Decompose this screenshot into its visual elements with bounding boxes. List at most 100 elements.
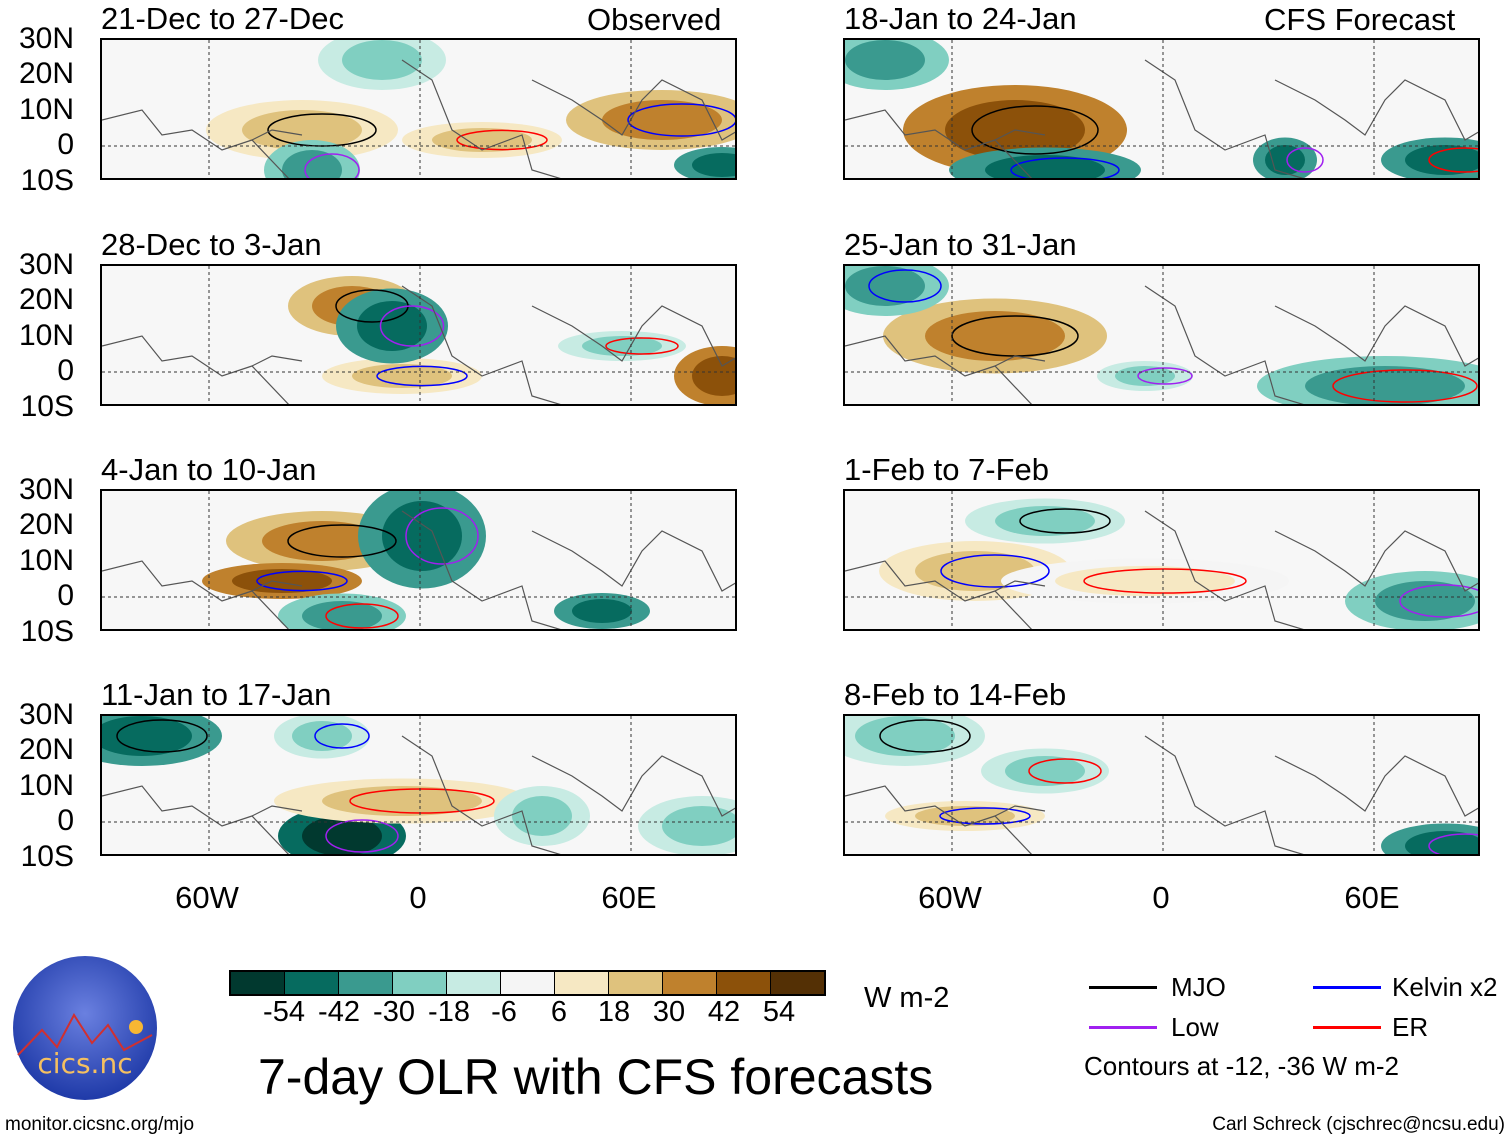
lon-label: 60W [175, 880, 239, 915]
lat-label: 20N [18, 733, 74, 766]
lat-label: 30N [18, 698, 74, 731]
map-panel [100, 38, 737, 180]
lon-label: 0 [1152, 880, 1170, 915]
legend-kelvin-line [1313, 986, 1381, 989]
legend-mjo-line [1089, 986, 1157, 989]
wave-contour [325, 819, 399, 853]
panel-title: 1-Feb to 7-Feb [844, 452, 1050, 487]
olr-anomaly-shading [915, 806, 1015, 826]
colorbar-tick-label: -18 [428, 996, 470, 1028]
lat-label: 10N [18, 769, 74, 802]
colorbar-tick-label: 30 [652, 996, 686, 1028]
map-panel [843, 714, 1480, 856]
olr-anomaly-shading [242, 110, 362, 150]
colorbar-swatch [339, 972, 393, 994]
colorbar-swatch [393, 972, 447, 994]
wave-contour [868, 269, 942, 303]
wave-contour [1028, 758, 1102, 784]
wave-contour [1399, 584, 1478, 618]
wave-contour [116, 719, 208, 753]
legend-er: ER [1392, 1012, 1429, 1042]
olr-anomaly-shading [342, 40, 422, 80]
legend-er-line [1313, 1026, 1381, 1029]
panel-title: 8-Feb to 14-Feb [844, 677, 1067, 712]
colorbar-swatch [555, 972, 609, 994]
panel-title: 4-Jan to 10-Jan [101, 452, 317, 487]
lat-label: 10S [20, 164, 74, 197]
lon-label: 60E [1344, 880, 1400, 915]
colorbar-swatch [447, 972, 501, 994]
colorbar-tick-label: 6 [550, 996, 568, 1028]
lat-label: 20N [18, 57, 74, 90]
lon-label: 60W [918, 880, 982, 915]
lon-label: 60E [601, 880, 657, 915]
olr-anomaly-shading [352, 364, 452, 388]
wave-contour [267, 113, 377, 147]
map-panel [843, 38, 1480, 180]
olr-anomaly-shading [232, 569, 332, 593]
map-panel [843, 489, 1480, 631]
wave-contour [605, 337, 679, 355]
coastline [845, 735, 1478, 854]
wave-contour [314, 723, 370, 749]
panel-title: 21-Dec to 27-Dec [101, 1, 344, 36]
olr-anomaly-shading [1265, 145, 1305, 175]
olr-anomaly-shading [302, 816, 382, 854]
colorbar-swatch [771, 972, 824, 994]
wave-contour [304, 153, 360, 178]
wave-contour [1428, 147, 1478, 173]
map-panel [100, 264, 737, 406]
lat-label: 10S [20, 390, 74, 423]
coastline [102, 285, 735, 404]
lat-label: 0 [57, 128, 74, 161]
colorbar-tick-label: -6 [491, 996, 517, 1028]
wave-contour [971, 105, 1099, 155]
colorbar-tick-label: -54 [263, 996, 305, 1028]
olr-anomaly-shading [1375, 581, 1475, 621]
lat-label: 20N [18, 508, 74, 541]
wave-contour [1010, 157, 1120, 178]
colorbar-tick-label: -42 [318, 996, 360, 1028]
footer-credit: Carl Schreck (cjschrec@ncsu.edu) [1212, 1114, 1505, 1135]
figure-title: 7-day OLR with CFS forecasts [258, 1049, 934, 1105]
olr-anomaly-shading [692, 153, 735, 177]
colorbar-swatch [609, 972, 663, 994]
olr-anomaly-shading [512, 796, 572, 836]
wave-contour [879, 719, 971, 753]
wave-contour [256, 570, 348, 592]
legend-low-line [1089, 1026, 1157, 1029]
lat-label: 0 [57, 579, 74, 612]
olr-anomaly-shading [582, 336, 662, 356]
wave-contour [405, 507, 479, 565]
lat-label: 10N [18, 93, 74, 126]
lat-label: 10N [18, 544, 74, 577]
wave-contour [627, 103, 735, 137]
wave-contour [325, 603, 399, 629]
coastline [102, 510, 735, 629]
colorbar-swatch [285, 972, 339, 994]
colorbar-swatch [231, 972, 285, 994]
legend-low: Low [1171, 1012, 1219, 1042]
panel-title: 11-Jan to 17-Jan [101, 677, 332, 712]
footer-url[interactable]: monitor.cicsnc.org/mjo [5, 1114, 195, 1135]
olr-anomaly-shading [602, 100, 722, 140]
olr-anomaly-shading [322, 786, 482, 816]
lat-label: 10S [20, 615, 74, 648]
colorbar-tick-label: 42 [707, 996, 741, 1028]
wave-contour [1019, 508, 1111, 534]
olr-anomaly-shading [357, 301, 427, 351]
olr-anomaly-shading [102, 716, 192, 756]
lon-label: 0 [409, 880, 427, 915]
panel-title: 28-Dec to 3-Jan [101, 227, 322, 262]
wave-contour [456, 129, 548, 151]
wave-contour [1286, 147, 1324, 173]
lat-label: 10N [18, 319, 74, 352]
logo-text: cics.nc [37, 1047, 132, 1080]
cics-logo: cics.nc [13, 956, 157, 1100]
wave-contour [349, 788, 495, 814]
olr-anomaly-shading [302, 601, 382, 629]
olr-anomaly-shading [292, 721, 352, 751]
wave-contour [1137, 367, 1193, 385]
lat-label: 10S [20, 840, 74, 873]
